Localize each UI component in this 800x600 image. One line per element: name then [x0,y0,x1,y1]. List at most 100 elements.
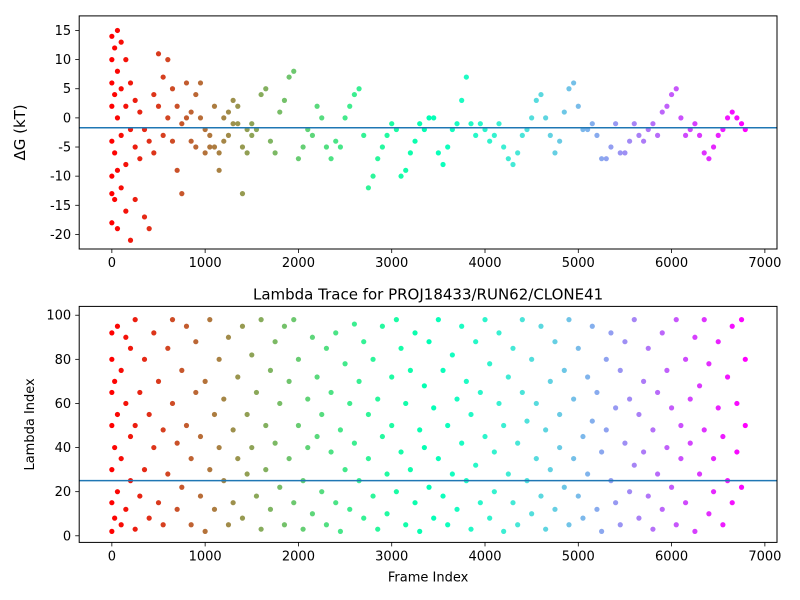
data-point [421,383,427,389]
data-point [454,506,460,512]
data-point [109,191,115,197]
data-point [403,167,409,173]
data-point [118,455,124,462]
data-point [571,455,577,462]
data-point [580,515,586,521]
data-point [109,389,115,396]
data-point [225,522,232,528]
data-point [118,39,124,45]
data-point [589,418,595,424]
data-point [174,440,180,446]
data-point [636,411,642,418]
data-point [696,471,703,477]
data-point [482,317,488,323]
data-point [575,345,581,351]
data-point [678,455,684,462]
data-point [314,103,320,109]
data-point [333,330,339,336]
data-point [155,378,162,384]
data-point [114,68,121,74]
data-point [258,526,264,532]
data-point [193,389,199,396]
data-point [501,422,507,429]
data-point [207,132,213,138]
y-tick-label: 40 [55,441,72,456]
data-point [109,173,115,179]
data-point [706,156,712,162]
data-point [347,506,353,512]
data-point [365,185,371,191]
data-point [468,121,474,127]
data-point [668,484,675,490]
data-point [543,526,549,532]
data-point [216,444,222,451]
x-tick-label: 2000 [282,549,315,564]
data-point [155,103,162,109]
data-point [309,132,316,138]
data-point [370,173,376,179]
data-points [109,317,748,534]
data-point [235,455,241,462]
y-tick-label: 15 [55,24,72,39]
data-point [112,150,118,156]
data-point [622,150,628,156]
data-point [146,515,152,521]
data-point [118,367,124,373]
data-point [636,515,642,521]
data-point [258,317,264,323]
data-point [696,132,703,138]
x-tick-label: 4000 [468,256,501,271]
data-point [515,150,521,156]
data-point [183,422,190,429]
data-point [109,103,115,109]
data-point [169,400,176,407]
data-point [281,522,288,528]
data-point [230,121,236,127]
data-point [188,109,194,115]
data-point [407,367,413,373]
data-point [361,515,367,521]
data-point [445,522,451,528]
data-point [211,411,218,418]
data-point [468,526,474,532]
data-point [529,115,535,121]
y-tick-label: -15 [50,199,71,214]
data-point [571,396,577,402]
data-point [244,411,250,418]
data-point [114,167,121,173]
data-point [654,132,661,138]
data-point [519,389,525,396]
data-point [188,455,194,462]
data-point [337,528,344,534]
data-point [183,80,190,86]
data-point [622,440,628,446]
data-point [239,323,246,329]
data-point [319,411,325,418]
data-point [529,356,535,362]
data-point [473,339,479,345]
data-point [235,103,241,109]
data-point [417,427,423,433]
data-point [249,121,255,127]
data-point [146,411,152,418]
data-point [692,334,698,340]
data-point [673,522,679,528]
data-point [127,80,134,86]
data-points [109,27,748,243]
data-point [112,444,118,451]
x-tick-label: 5000 [562,549,595,564]
data-point [431,405,437,411]
data-point [221,138,227,144]
data-point [323,345,330,351]
data-point [286,378,292,384]
data-point [627,396,633,402]
data-point [132,144,138,150]
data-point [109,467,115,473]
data-point [118,185,124,191]
data-point [720,433,726,440]
data-point [487,515,493,521]
data-point [482,433,488,440]
data-point [123,57,129,63]
data-point [668,405,675,411]
